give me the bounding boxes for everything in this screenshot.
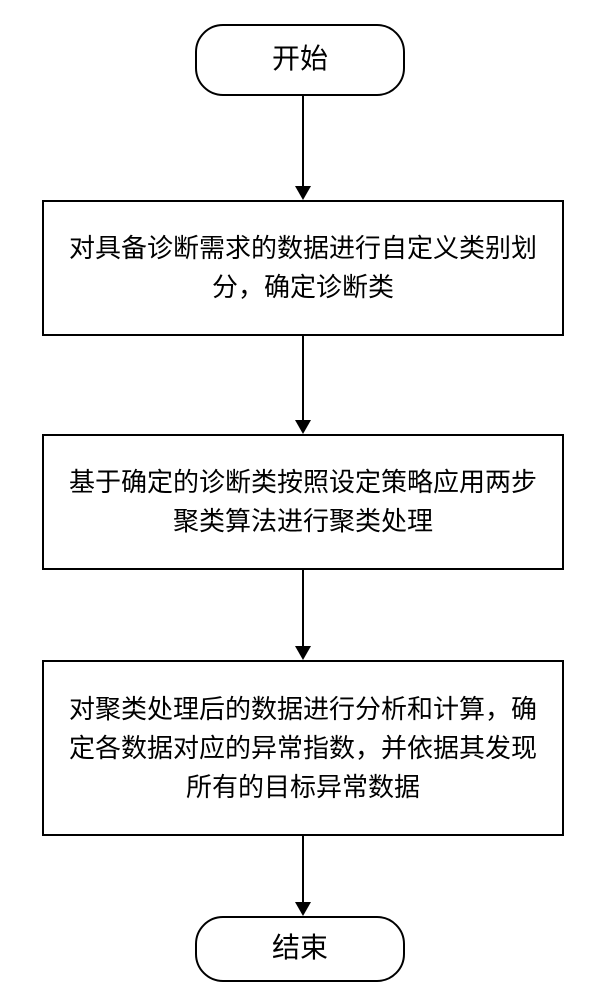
node-label: 对具备诊断需求的数据进行自定义类别划分，确定诊断类 xyxy=(64,229,542,307)
flowchart-node-step2: 基于确定的诊断类按照设定策略应用两步聚类算法进行聚类处理 xyxy=(42,434,564,570)
flowchart-edge xyxy=(302,96,304,186)
node-label: 对聚类处理后的数据进行分析和计算，确定各数据对应的异常指数，并依据其发现所有的目… xyxy=(64,690,542,807)
flowchart-edge xyxy=(302,570,304,646)
flowchart-node-step1: 对具备诊断需求的数据进行自定义类别划分，确定诊断类 xyxy=(42,200,564,336)
flowchart-node-start: 开始 xyxy=(195,24,405,96)
node-label: 基于确定的诊断类按照设定策略应用两步聚类算法进行聚类处理 xyxy=(64,463,542,541)
flowchart-node-end: 结束 xyxy=(195,916,405,982)
arrow-head-icon xyxy=(295,646,311,660)
flowchart-canvas: 开始 对具备诊断需求的数据进行自定义类别划分，确定诊断类 基于确定的诊断类按照设… xyxy=(0,0,606,1000)
flowchart-edge xyxy=(302,836,304,902)
arrow-head-icon xyxy=(295,186,311,200)
arrow-head-icon xyxy=(295,420,311,434)
arrow-head-icon xyxy=(295,902,311,916)
flowchart-edge xyxy=(302,336,304,420)
flowchart-node-step3: 对聚类处理后的数据进行分析和计算，确定各数据对应的异常指数，并依据其发现所有的目… xyxy=(42,660,564,836)
node-label: 开始 xyxy=(272,39,328,81)
node-label: 结束 xyxy=(272,928,328,970)
